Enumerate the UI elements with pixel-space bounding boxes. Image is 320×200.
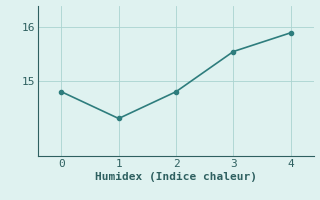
X-axis label: Humidex (Indice chaleur): Humidex (Indice chaleur) <box>95 172 257 182</box>
